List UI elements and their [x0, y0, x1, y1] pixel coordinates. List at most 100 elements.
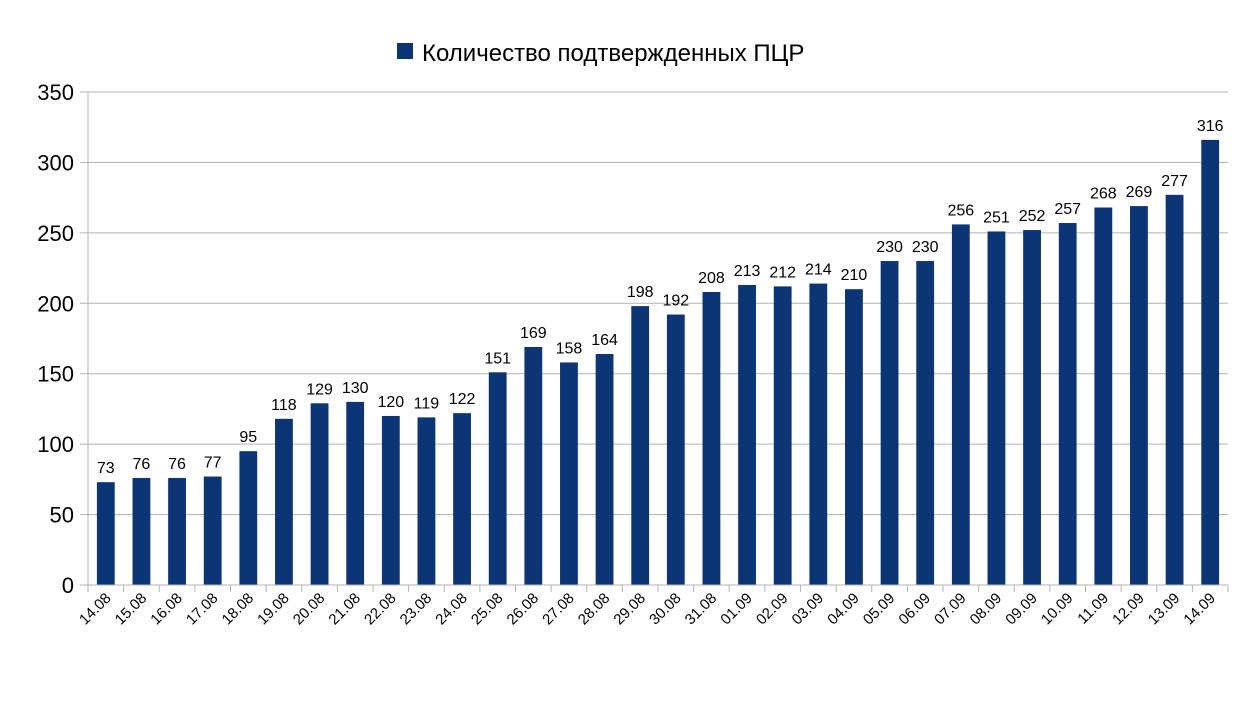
x-tick-label: 29.08: [610, 590, 649, 629]
y-tick-label: 100: [37, 432, 74, 457]
bar: [275, 418, 293, 585]
x-tick-label: 14.08: [76, 590, 115, 629]
data-label: 230: [876, 239, 903, 256]
data-label: 77: [204, 455, 222, 472]
grid: [88, 91, 1228, 586]
bar: [1058, 222, 1077, 586]
bar: [524, 346, 543, 585]
y-tick-label: 350: [37, 80, 74, 105]
data-label: 151: [484, 350, 511, 367]
x-tick-label: 10.09: [1038, 590, 1077, 629]
data-label: 76: [168, 456, 186, 473]
data-label: 268: [1090, 186, 1117, 203]
bars: [96, 139, 1220, 586]
bar: [702, 292, 721, 585]
bar: [453, 413, 471, 585]
data-label: 119: [414, 395, 440, 412]
x-tick-label: 05.09: [860, 590, 899, 629]
x-tick-label: 30.08: [646, 590, 685, 629]
bar: [132, 477, 151, 585]
data-label: 130: [342, 380, 369, 397]
bar: [1165, 194, 1184, 585]
x-tick-label: 27.08: [539, 590, 578, 629]
data-label: 76: [133, 456, 151, 473]
x-tick-label: 24.08: [432, 590, 471, 629]
bar: [1023, 230, 1041, 586]
x-tick-label: 19.08: [254, 590, 293, 629]
bar: [631, 306, 650, 585]
x-tick-label: 31.08: [682, 590, 721, 629]
bar: [773, 286, 792, 585]
data-label: 122: [449, 391, 476, 408]
data-label: 120: [377, 394, 404, 411]
x-tick-label: 03.09: [789, 590, 828, 629]
data-labels: 73 76 76 77 95 118 129 130 120 119 122 151 169 158 164…: [97, 118, 1224, 477]
y-tick-label: 200: [37, 291, 74, 316]
data-label: 316: [1197, 118, 1224, 135]
data-label: 169: [520, 325, 547, 342]
bar: [1094, 207, 1113, 585]
bar: [666, 314, 685, 585]
y-tick-label: 150: [37, 362, 74, 387]
data-label: 118: [271, 397, 297, 414]
bar: [346, 401, 365, 585]
data-label: 251: [983, 209, 1010, 226]
x-tick-label: 09.09: [1002, 590, 1041, 629]
x-tick-label: 22.08: [361, 590, 400, 629]
data-label: 269: [1126, 184, 1153, 201]
data-label: 198: [627, 284, 654, 301]
bar: [987, 231, 1006, 585]
bar: [203, 476, 222, 585]
data-label: 192: [662, 293, 689, 310]
x-tick-label: 07.09: [931, 590, 970, 629]
bar: [1201, 139, 1220, 586]
data-label: 164: [591, 332, 618, 349]
bar: [845, 289, 863, 585]
x-tick-label: 28.08: [575, 590, 614, 629]
data-label: 129: [306, 381, 333, 398]
data-label: 73: [97, 460, 115, 477]
bar: [310, 403, 329, 585]
x-tick-label: 20.08: [290, 590, 329, 629]
data-label: 210: [841, 267, 868, 284]
y-tick-label: 300: [37, 150, 74, 175]
bar: [168, 477, 186, 585]
x-tick-label: 16.08: [147, 590, 186, 629]
y-tick-label: 250: [37, 221, 74, 246]
bar: [951, 224, 970, 586]
bar: [738, 284, 756, 585]
data-label: 257: [1054, 201, 1081, 218]
x-tick-label: 14.09: [1180, 590, 1219, 629]
bar: [560, 362, 578, 585]
x-tick-label: 17.08: [183, 590, 222, 629]
x-tick-label: 26.08: [504, 590, 543, 629]
x-tick-label: 02.09: [753, 590, 792, 629]
x-tick-label: 11.09: [1074, 590, 1112, 628]
x-tick-label: 06.09: [895, 590, 934, 629]
data-label: 212: [769, 264, 796, 281]
x-tick-label: 15.08: [112, 590, 151, 629]
data-label: 252: [1019, 208, 1046, 225]
data-label: 277: [1161, 173, 1188, 190]
x-tick-label: 21.08: [325, 590, 364, 629]
x-tick-label: 01.09: [717, 590, 756, 629]
x-tick-label: 13.09: [1145, 590, 1184, 629]
bar: [1130, 206, 1148, 585]
data-label: 230: [912, 239, 939, 256]
x-tick-label: 04.09: [824, 590, 863, 629]
bar: [880, 261, 899, 585]
x-tick-label: 12.09: [1109, 590, 1148, 629]
data-label: 213: [734, 263, 761, 280]
y-axis: 0 50 100 150 200 250 300 350: [37, 80, 89, 598]
legend-swatch: [397, 43, 413, 59]
x-tick-label: 18.08: [219, 590, 258, 629]
bar: [595, 353, 614, 585]
bar: [417, 417, 436, 585]
bar: [239, 451, 258, 585]
x-tick-label: 23.08: [397, 590, 436, 629]
y-tick-label: 50: [50, 503, 74, 528]
data-label: 208: [698, 270, 725, 287]
data-label: 256: [947, 202, 974, 219]
x-axis: 14.0815.0816.0817.0818.0819.0820.0821.08…: [76, 584, 1229, 629]
